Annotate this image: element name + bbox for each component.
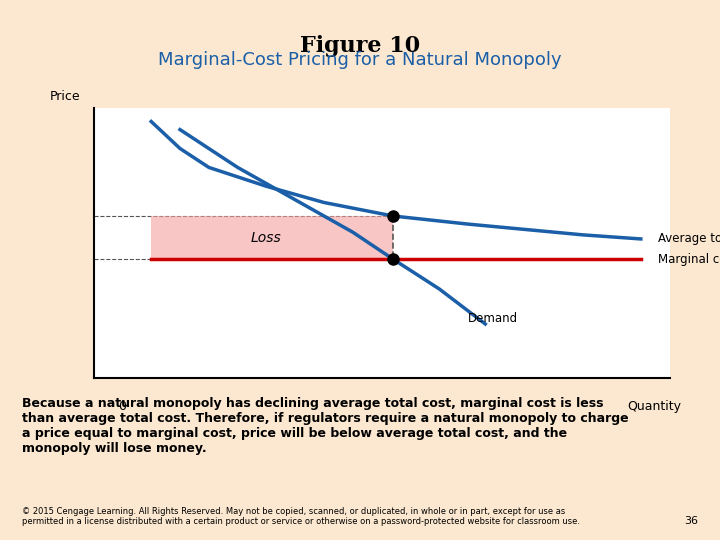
Text: Figure 10: Figure 10: [300, 35, 420, 57]
Text: Loss: Loss: [251, 231, 282, 245]
Text: Quantity: Quantity: [627, 400, 681, 413]
Text: Because a natural monopoly has declining average total cost, marginal cost is le: Because a natural monopoly has declining…: [22, 397, 629, 455]
Text: Marginal cost: Marginal cost: [658, 253, 720, 266]
Text: Average total cost: Average total cost: [658, 232, 720, 246]
Bar: [151, 216, 393, 259]
Text: 36: 36: [685, 516, 698, 526]
Text: © 2015 Cengage Learning. All Rights Reserved. May not be copied, scanned, or dup: © 2015 Cengage Learning. All Rights Rese…: [22, 507, 580, 526]
Text: Marginal-Cost Pricing for a Natural Monopoly: Marginal-Cost Pricing for a Natural Mono…: [158, 51, 562, 69]
Text: Price: Price: [50, 90, 80, 103]
Text: Demand: Demand: [468, 312, 518, 325]
Text: 0: 0: [118, 400, 127, 413]
